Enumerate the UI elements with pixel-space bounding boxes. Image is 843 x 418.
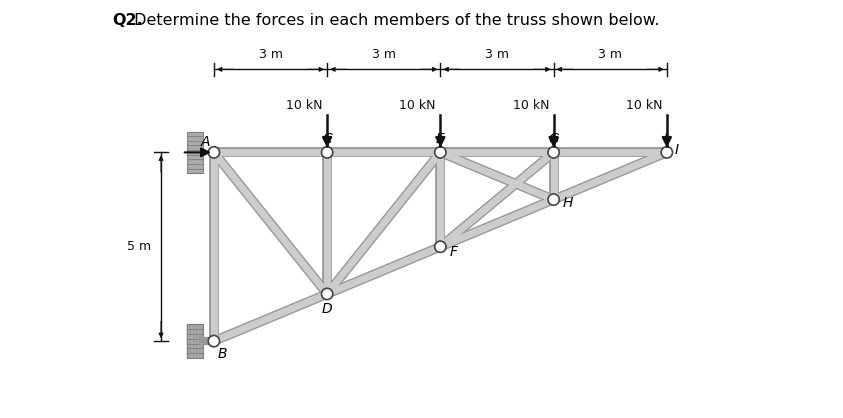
Text: A: A [201,135,211,149]
Text: E: E [436,132,445,146]
Text: C: C [322,132,332,146]
Text: 3 m: 3 m [259,48,282,61]
Text: D: D [322,302,332,316]
Text: Q2.: Q2. [112,13,142,28]
Circle shape [321,147,333,158]
Text: 10 kN: 10 kN [626,99,663,112]
Text: I: I [674,143,679,158]
Text: 10 kN: 10 kN [400,99,436,112]
Circle shape [548,194,559,205]
Circle shape [435,241,446,252]
Bar [187,324,202,358]
Text: G: G [548,132,559,146]
Circle shape [661,147,673,158]
Text: 10 kN: 10 kN [513,99,549,112]
Text: 10 kN: 10 kN [286,99,323,112]
Text: 3 m: 3 m [372,48,395,61]
Text: H: H [563,196,573,210]
Text: 3 m: 3 m [599,48,622,61]
Circle shape [435,147,446,158]
Text: Determine the forces in each members of the truss shown below.: Determine the forces in each members of … [129,13,659,28]
Text: 3 m: 3 m [485,48,509,61]
Circle shape [548,147,559,158]
Text: B: B [217,347,227,361]
Text: 5 m: 5 m [127,240,152,253]
Circle shape [208,336,219,347]
Bar [187,132,202,173]
Circle shape [208,147,219,158]
Circle shape [321,288,333,300]
Text: F: F [449,245,458,260]
